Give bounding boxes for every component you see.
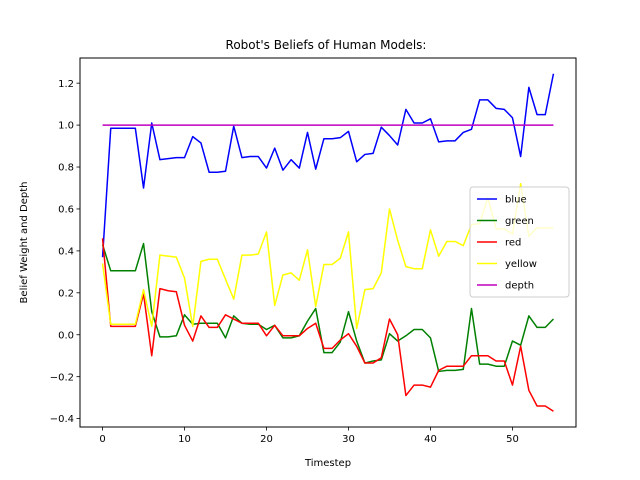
legend-box [469,186,570,298]
x-axis-label: Timestep [304,458,351,469]
y-tick-label: 0.0 [58,330,74,341]
legend-label-depth: depth [505,281,534,292]
x-tick-label: 40 [424,434,437,445]
plot-frame [79,57,577,428]
y-tick-label: 0.4 [58,246,74,257]
legend: blue green red yellow depth [469,186,570,298]
y-tick-label: 0.8 [58,163,74,174]
x-tick-label: 10 [178,434,191,445]
legend-label-blue: blue [505,195,527,206]
x-tick-label: 50 [506,434,519,445]
y-ticks: −0.4 −0.2 0.0 0.2 0.4 0.6 0.8 1.0 1.2 [50,79,80,425]
legend-label-red: red [505,238,521,249]
series-line-green [101,242,554,373]
y-tick-label: 1.0 [58,121,74,132]
x-ticks: 0 10 20 30 40 50 [99,427,519,445]
y-axis-label: Belief Weight and Depth [19,182,30,304]
y-tick-label: −0.4 [50,414,74,425]
y-tick-label: 0.6 [58,205,74,216]
legend-label-yellow: yellow [505,259,537,270]
y-tick-label: 1.2 [58,79,74,90]
x-tick-label: 20 [260,434,273,445]
series-line-blue [101,73,555,258]
legend-label-green: green [505,216,534,227]
chart-title: Robot's Beliefs of Human Models: [226,38,427,52]
series-line-red [101,238,554,412]
y-tick-label: 0.2 [58,288,74,299]
x-tick-label: 0 [99,434,105,445]
x-tick-label: 30 [342,434,355,445]
y-tick-label: −0.2 [50,372,74,383]
